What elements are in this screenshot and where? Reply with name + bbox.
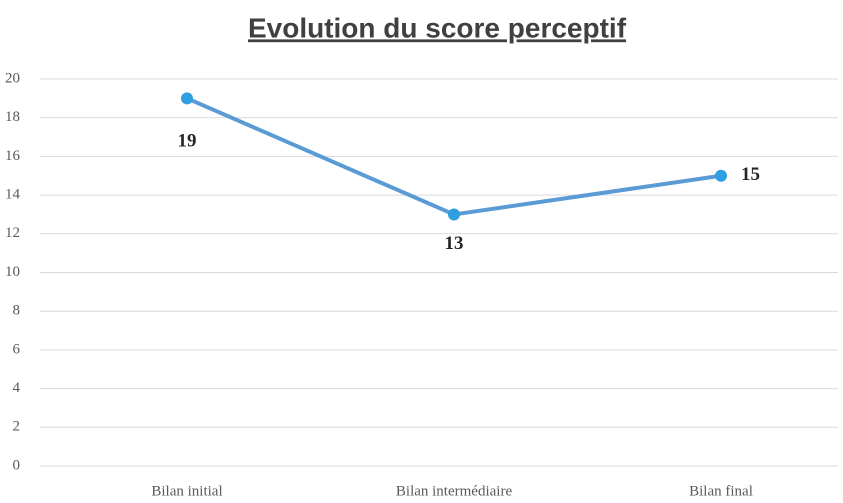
y-tick-label: 2 bbox=[13, 419, 21, 435]
marker bbox=[448, 208, 460, 221]
x-tick-label: Bilan intermédiaire bbox=[396, 483, 513, 499]
y-tick-label: 0 bbox=[13, 457, 21, 473]
y-tick-label: 4 bbox=[13, 380, 21, 396]
y-tick-label: 10 bbox=[5, 264, 20, 280]
data-label: 13 bbox=[445, 233, 464, 254]
chart-title: Evolution du score perceptif bbox=[248, 12, 627, 43]
x-tick-label: Bilan initial bbox=[151, 483, 222, 499]
y-tick-label: 14 bbox=[5, 187, 21, 203]
y-tick-label: 16 bbox=[5, 148, 21, 164]
marker bbox=[715, 169, 727, 182]
y-tick-label: 12 bbox=[5, 225, 20, 241]
y-tick-label: 6 bbox=[13, 341, 21, 357]
marker bbox=[181, 92, 193, 105]
y-tick-label: 20 bbox=[5, 70, 20, 86]
data-label: 15 bbox=[741, 164, 760, 185]
y-tick-label: 18 bbox=[5, 109, 20, 125]
y-tick-label: 8 bbox=[13, 303, 21, 319]
x-tick-label: Bilan final bbox=[689, 483, 753, 499]
data-label: 19 bbox=[178, 131, 197, 152]
